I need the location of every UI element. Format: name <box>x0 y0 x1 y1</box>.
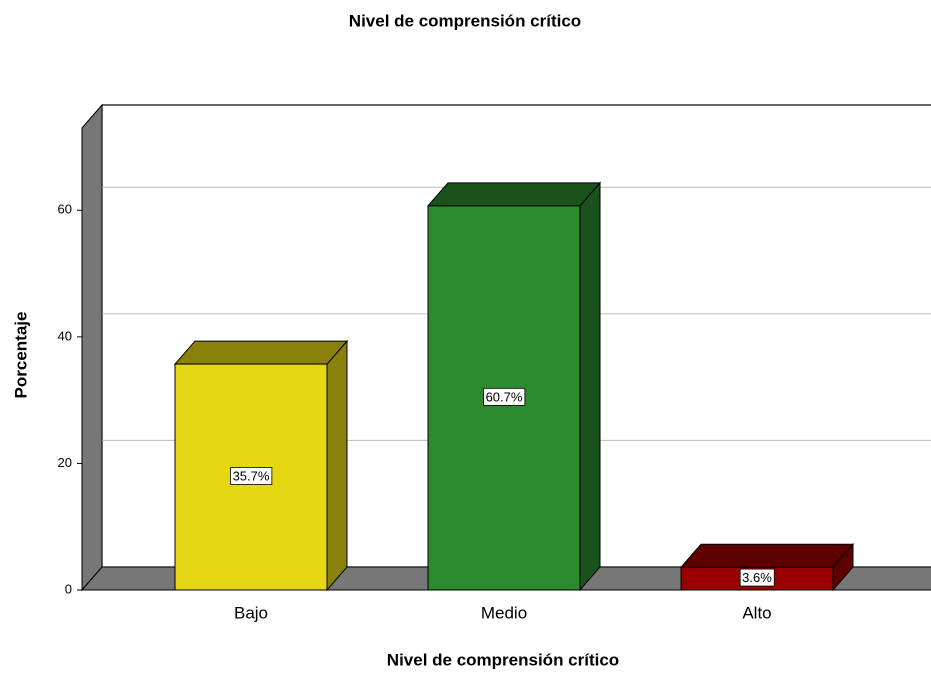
left-wall <box>81 103 103 592</box>
data-label-group: 3.6% <box>739 568 775 587</box>
bar-top-shade <box>428 182 600 206</box>
data-label-group: 35.7% <box>230 467 273 485</box>
bar-top-shade <box>681 544 853 568</box>
data-label-box <box>483 387 526 406</box>
data-label-box <box>230 467 273 485</box>
chart-title: Nivel de comprensión crítico <box>349 11 581 30</box>
x-axis-label: Nivel de comprensión crítico <box>387 650 619 669</box>
y-axis-label: Porcentaje <box>11 312 30 399</box>
y-tick-label: 60 <box>58 202 72 217</box>
y-tick-label: 20 <box>58 455 72 470</box>
bar-side-shade <box>833 544 853 590</box>
x-tick-label: Alto <box>742 603 771 622</box>
data-label-box <box>739 568 775 587</box>
bar-top-shade <box>175 341 347 365</box>
y-tick-label: 0 <box>65 581 72 596</box>
data-label: 35.7% <box>233 468 270 483</box>
x-tick-label: Medio <box>481 603 527 622</box>
data-label: 60.7% <box>486 389 523 404</box>
x-tick-label: Bajo <box>234 603 268 622</box>
bar-side-shade <box>580 182 600 590</box>
data-label-group: 60.7% <box>483 387 526 406</box>
y-tick-label: 40 <box>58 328 72 343</box>
data-label: 3.6% <box>742 570 772 585</box>
bar <box>174 363 328 591</box>
bar-side-shade <box>327 341 347 590</box>
